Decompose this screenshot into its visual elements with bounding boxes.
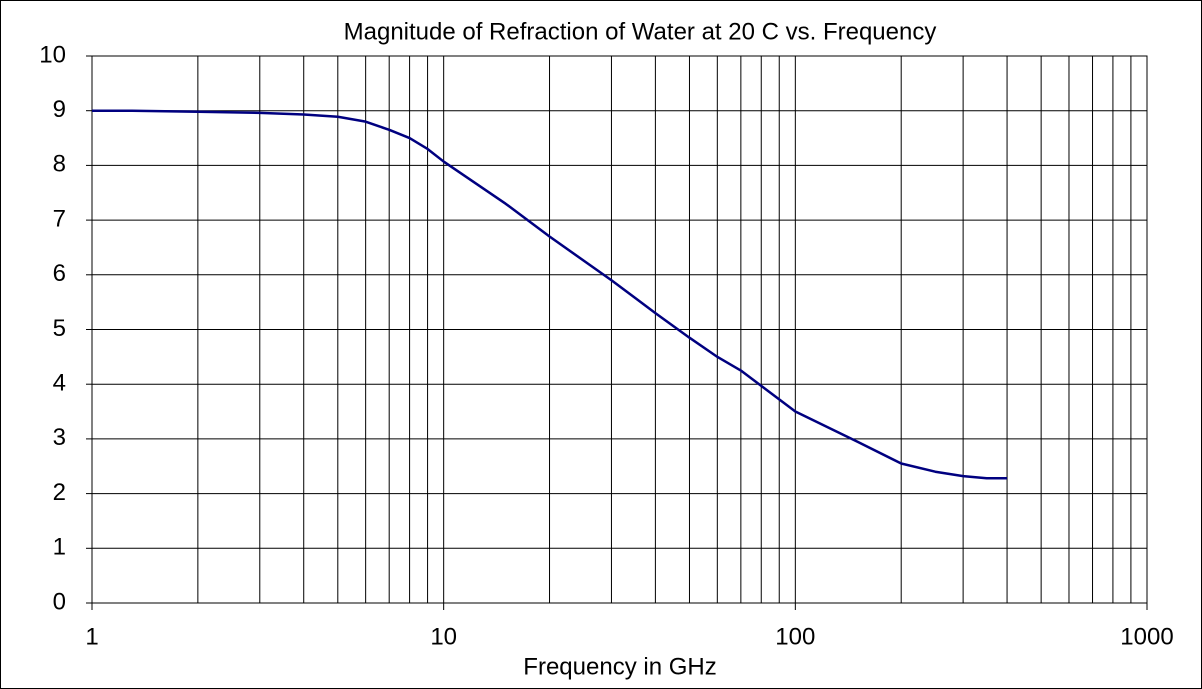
y-tick-label: 4 xyxy=(53,370,66,397)
y-tick-label: 10 xyxy=(39,41,66,68)
x-tick-label: 1000 xyxy=(1120,623,1173,650)
y-tick-label: 1 xyxy=(53,534,66,561)
y-tick-label: 3 xyxy=(53,424,66,451)
x-tick-label: 100 xyxy=(775,623,815,650)
chart-title: Magnitude of Refraction of Water at 20 C… xyxy=(344,18,937,45)
y-tick-label: 9 xyxy=(53,96,66,123)
x-tick-label: 10 xyxy=(430,623,457,650)
y-tick-label: 2 xyxy=(53,479,66,506)
data-line xyxy=(92,109,1008,480)
plot-border xyxy=(91,55,1148,604)
y-tick-label: 7 xyxy=(53,205,66,232)
y-tick-label: 0 xyxy=(53,588,66,615)
y-tick-label: 6 xyxy=(53,260,66,287)
x-tick-label: 1 xyxy=(85,623,98,650)
x-axis-title: Frequency in GHz xyxy=(523,653,716,680)
y-tick-label: 5 xyxy=(53,315,66,342)
y-tick-label: 8 xyxy=(53,151,66,178)
